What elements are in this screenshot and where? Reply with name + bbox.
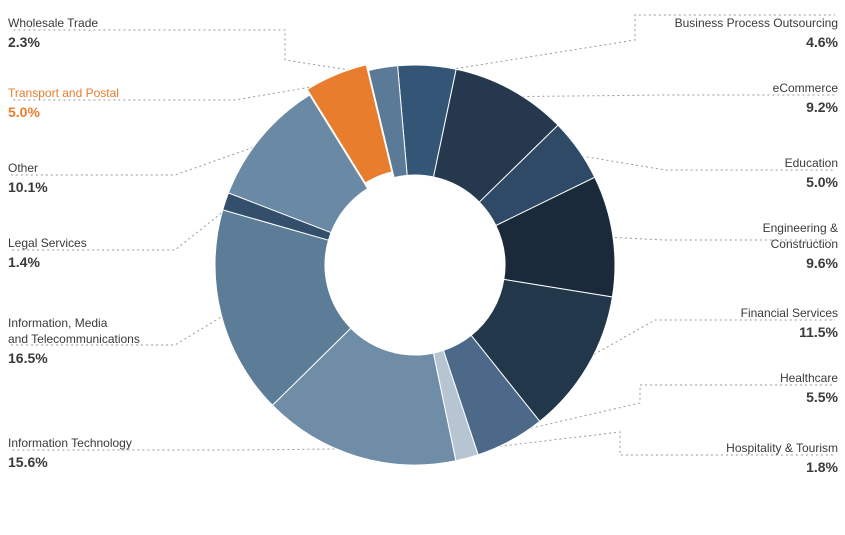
- label-education: Education 5.0%: [785, 155, 838, 192]
- label-ecommerce: eCommerce 9.2%: [773, 80, 838, 117]
- label-name: Transport and Postal: [8, 85, 119, 101]
- label-name: Other: [8, 160, 48, 176]
- label-legal: Legal Services 1.4%: [8, 235, 87, 272]
- label-wholesale: Wholesale Trade 2.3%: [8, 15, 98, 52]
- label-pct: 9.2%: [773, 98, 838, 117]
- label-name: Legal Services: [8, 235, 87, 251]
- label-eng: Engineering &Construction 9.6%: [763, 220, 838, 273]
- label-pct: 16.5%: [8, 349, 140, 368]
- label-pct: 5.5%: [780, 388, 838, 407]
- label-pct: 15.6%: [8, 453, 132, 472]
- label-transport: Transport and Postal 5.0%: [8, 85, 119, 122]
- label-other: Other 10.1%: [8, 160, 48, 197]
- label-pct: 1.8%: [726, 458, 838, 477]
- label-name: Information, Mediaand Telecommunications: [8, 315, 140, 347]
- label-name: Hospitality & Tourism: [726, 440, 838, 456]
- label-name: eCommerce: [773, 80, 838, 96]
- label-bpo: Business Process Outsourcing 4.6%: [675, 15, 838, 52]
- label-pct: 9.6%: [763, 254, 838, 273]
- label-name: Education: [785, 155, 838, 171]
- label-name: Information Technology: [8, 435, 132, 451]
- label-pct: 4.6%: [675, 33, 838, 52]
- label-name: Business Process Outsourcing: [675, 15, 838, 31]
- donut-chart: Business Process Outsourcing 4.6% eCommerc…: [0, 0, 845, 535]
- label-pct: 11.5%: [741, 323, 838, 342]
- label-pct: 2.3%: [8, 33, 98, 52]
- label-pct: 1.4%: [8, 253, 87, 272]
- label-name: Wholesale Trade: [8, 15, 98, 31]
- label-name: Healthcare: [780, 370, 838, 386]
- label-fin: Financial Services 11.5%: [741, 305, 838, 342]
- label-it: Information Technology 15.6%: [8, 435, 132, 472]
- leader-other: [11, 142, 267, 175]
- label-name: Engineering &Construction: [763, 220, 838, 252]
- label-pct: 10.1%: [8, 178, 48, 197]
- label-health: Healthcare 5.5%: [780, 370, 838, 407]
- label-pct: 5.0%: [785, 173, 838, 192]
- label-pct: 5.0%: [8, 103, 119, 122]
- label-imt: Information, Mediaand Telecommunications…: [8, 315, 140, 368]
- label-hosp: Hospitality & Tourism 1.8%: [726, 440, 838, 477]
- label-name: Financial Services: [741, 305, 838, 321]
